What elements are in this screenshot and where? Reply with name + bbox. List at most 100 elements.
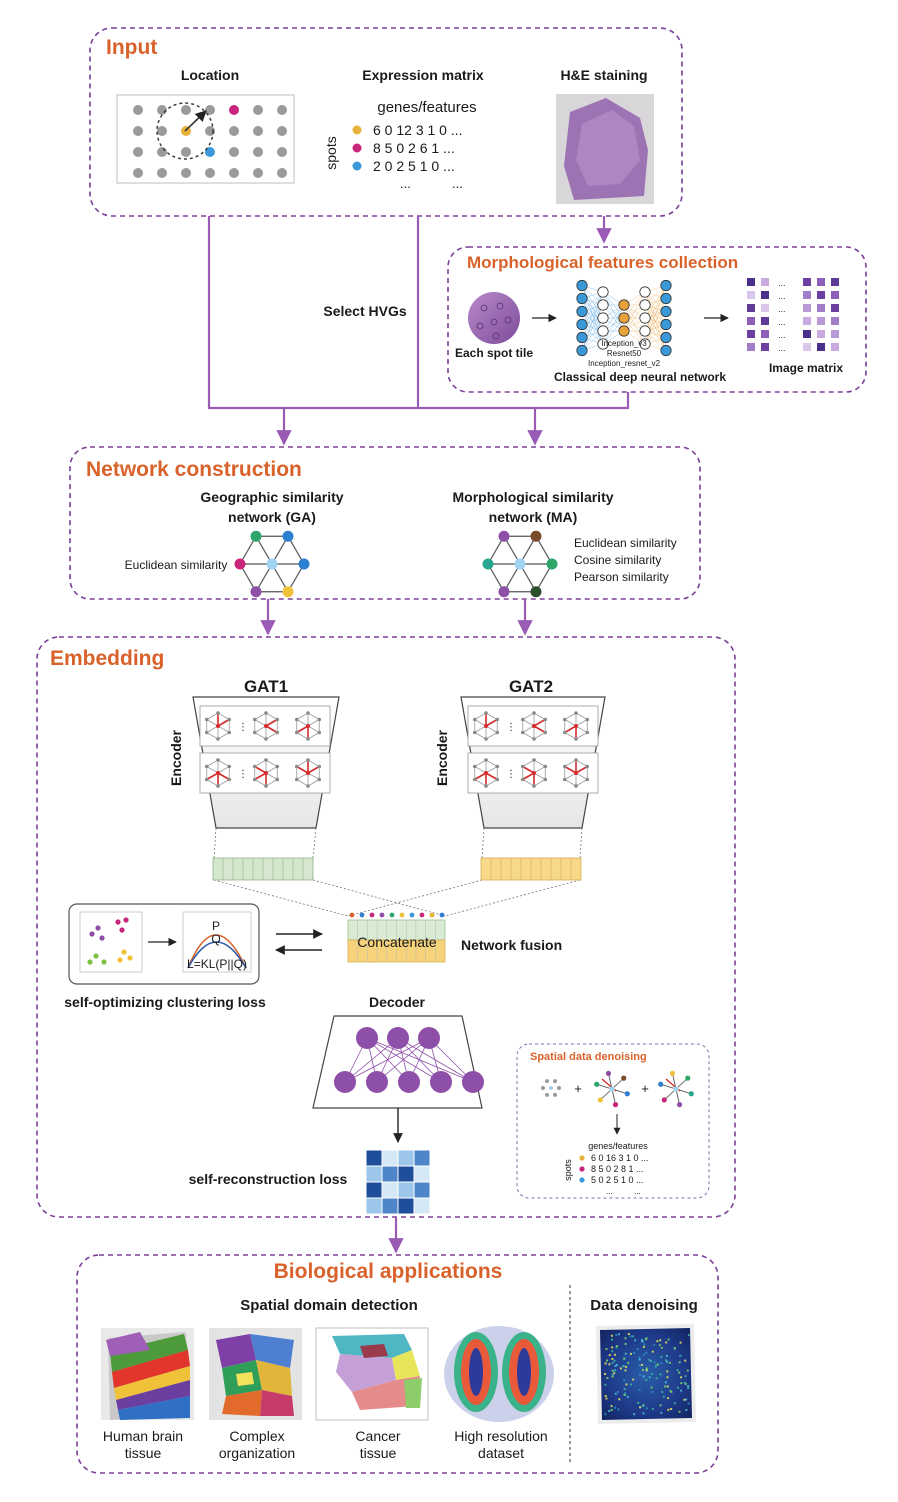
location-spot xyxy=(205,105,215,115)
location-label: Location xyxy=(181,67,239,83)
gat2-encoder: GAT2 Encoder ⋮ ⋮ xyxy=(434,677,606,829)
spot-dot-yellow xyxy=(352,125,362,135)
spot-tile xyxy=(468,292,520,344)
expression-matrix-label: Expression matrix xyxy=(362,67,484,83)
gat2-label: GAT2 xyxy=(509,677,553,696)
example-3-line1: Cancer xyxy=(355,1428,400,1444)
expression-row-3: 2 0 2 5 1 0 ... xyxy=(352,158,455,174)
ma-graph xyxy=(482,530,558,598)
example-4-line2: dataset xyxy=(478,1445,524,1461)
ga-graph xyxy=(234,530,310,598)
location-spot xyxy=(229,147,239,157)
bio-section: Biological applications Spatial domain d… xyxy=(76,1254,719,1474)
embedding-section: Embedding GAT1 Encoder ⋮ ⋮ GAT2 Encoder ⋮… xyxy=(36,636,736,1218)
morph-collection-title: Morphological features collection xyxy=(467,253,738,272)
svg-text:...: ... xyxy=(778,330,786,340)
concatenate-label: Concatenate xyxy=(357,934,437,950)
expression-row-2: 8 5 0 2 6 1 ... xyxy=(352,140,455,156)
example-2-line2: organization xyxy=(219,1445,295,1461)
location-spot xyxy=(253,105,263,115)
dnn-illustration xyxy=(576,279,672,357)
reconstruction-matrix xyxy=(365,1149,431,1215)
svg-text:...: ... xyxy=(778,278,786,288)
svg-text:2 0 2 5 1 0 ...: 2 0 2 5 1 0 ... xyxy=(373,158,455,174)
ma-title-line1: Morphological similarity xyxy=(452,489,613,505)
ma-metric-cosine: Cosine similarity xyxy=(574,553,661,567)
location-spot xyxy=(229,105,239,115)
image-matrix-label: Image matrix xyxy=(769,361,843,375)
input-title: Input xyxy=(106,36,157,59)
spots-label: spots xyxy=(323,136,339,169)
location-spot xyxy=(157,168,167,178)
cancer-tissue-image xyxy=(315,1327,429,1421)
complex-organization-image xyxy=(209,1328,302,1420)
ellipsis-1: ... xyxy=(400,176,411,191)
location-spot xyxy=(205,168,215,178)
data-denoising-label: Data denoising xyxy=(590,1297,698,1314)
model-inception-v3: Inception_v3 xyxy=(601,339,647,348)
ma-title-line2: network (MA) xyxy=(489,509,578,525)
model-resnet50: Resnet50 xyxy=(607,349,642,358)
svg-text:...: ... xyxy=(778,304,786,314)
location-spot xyxy=(253,147,263,157)
ga-title-line2: network (GA) xyxy=(228,509,316,525)
gat1-embedding-vector xyxy=(212,857,314,881)
example-3-line2: tissue xyxy=(360,1445,397,1461)
example-1-line1: Human brain xyxy=(103,1428,183,1444)
q-label: Q xyxy=(211,932,220,946)
merge-flow-lines xyxy=(208,392,630,446)
gat2-embedding-vector xyxy=(480,857,582,881)
denoise-genes-label: genes/features xyxy=(588,1141,648,1151)
location-spot xyxy=(133,105,143,115)
svg-text:5 0 2 5 1 0 ...: 5 0 2 5 1 0 ... xyxy=(591,1175,644,1185)
clustering-loss-label: self-optimizing clustering loss xyxy=(64,994,266,1010)
location-grid xyxy=(116,94,295,184)
decoder-block xyxy=(312,1015,484,1109)
svg-text:...: ... xyxy=(778,317,786,327)
spot-dot-blue xyxy=(352,161,362,171)
denoise-spots-label: spots xyxy=(563,1159,573,1181)
example-4-line1: High resolution xyxy=(454,1428,547,1444)
p-label: P xyxy=(212,919,220,933)
ga-title-line1: Geographic similarity xyxy=(200,489,343,505)
morph-collection-section: Morphological features collection Each s… xyxy=(447,246,867,393)
clustering-loss-box: P Q L=KL(P||Q) xyxy=(68,903,260,985)
location-spot xyxy=(229,168,239,178)
decoder-label: Decoder xyxy=(369,994,426,1010)
example-2-line1: Complex xyxy=(229,1428,284,1444)
location-spot xyxy=(133,147,143,157)
high-resolution-image xyxy=(444,1326,554,1422)
expression-row-1: 6 0 12 3 1 0 ... xyxy=(352,122,463,138)
location-spot xyxy=(181,168,191,178)
location-spot xyxy=(157,147,167,157)
svg-text:6 0 12 3 1 0 ...: 6 0 12 3 1 0 ... xyxy=(373,122,463,138)
gat1-label: GAT1 xyxy=(244,677,288,696)
he-stain-image xyxy=(556,94,654,204)
genes-features-label: genes/features xyxy=(377,99,476,116)
ma-metric-euclidean: Euclidean similarity xyxy=(574,536,677,550)
location-spot xyxy=(133,168,143,178)
gat1-encoder: GAT1 Encoder ⋮ ⋮ xyxy=(168,677,340,829)
ga-metric-label: Euclidean similarity xyxy=(125,558,228,572)
he-staining-label: H&E staining xyxy=(560,67,647,83)
denoise-row-1: 6 0 16 3 1 0 ... xyxy=(579,1153,649,1163)
model-inception-resnet-v2: Inception_resnet_v2 xyxy=(588,359,661,368)
gat1-encoder-label: Encoder xyxy=(168,729,184,786)
human-brain-image xyxy=(101,1328,194,1420)
spatial-domain-label: Spatial domain detection xyxy=(240,1297,418,1314)
image-matrix: .................. xyxy=(747,278,839,353)
svg-text:⋮: ⋮ xyxy=(238,722,248,733)
svg-text:⋮: ⋮ xyxy=(506,769,516,780)
location-spot xyxy=(277,105,287,115)
denoise-row-3: 5 0 2 5 1 0 ... xyxy=(579,1175,644,1185)
denoise-ellipsis-2: ... xyxy=(634,1187,641,1196)
plus-1: + xyxy=(574,1081,582,1096)
denoising-heatmap-image xyxy=(596,1324,696,1424)
network-section: Network construction Geographic similari… xyxy=(69,446,701,600)
network-fusion-label: Network fusion xyxy=(461,937,562,953)
svg-text:6 0 16 3 1 0 ...: 6 0 16 3 1 0 ... xyxy=(591,1153,649,1163)
network-title: Network construction xyxy=(86,458,302,481)
location-spot xyxy=(229,126,239,136)
concatenate-block: Concatenate xyxy=(347,912,446,963)
